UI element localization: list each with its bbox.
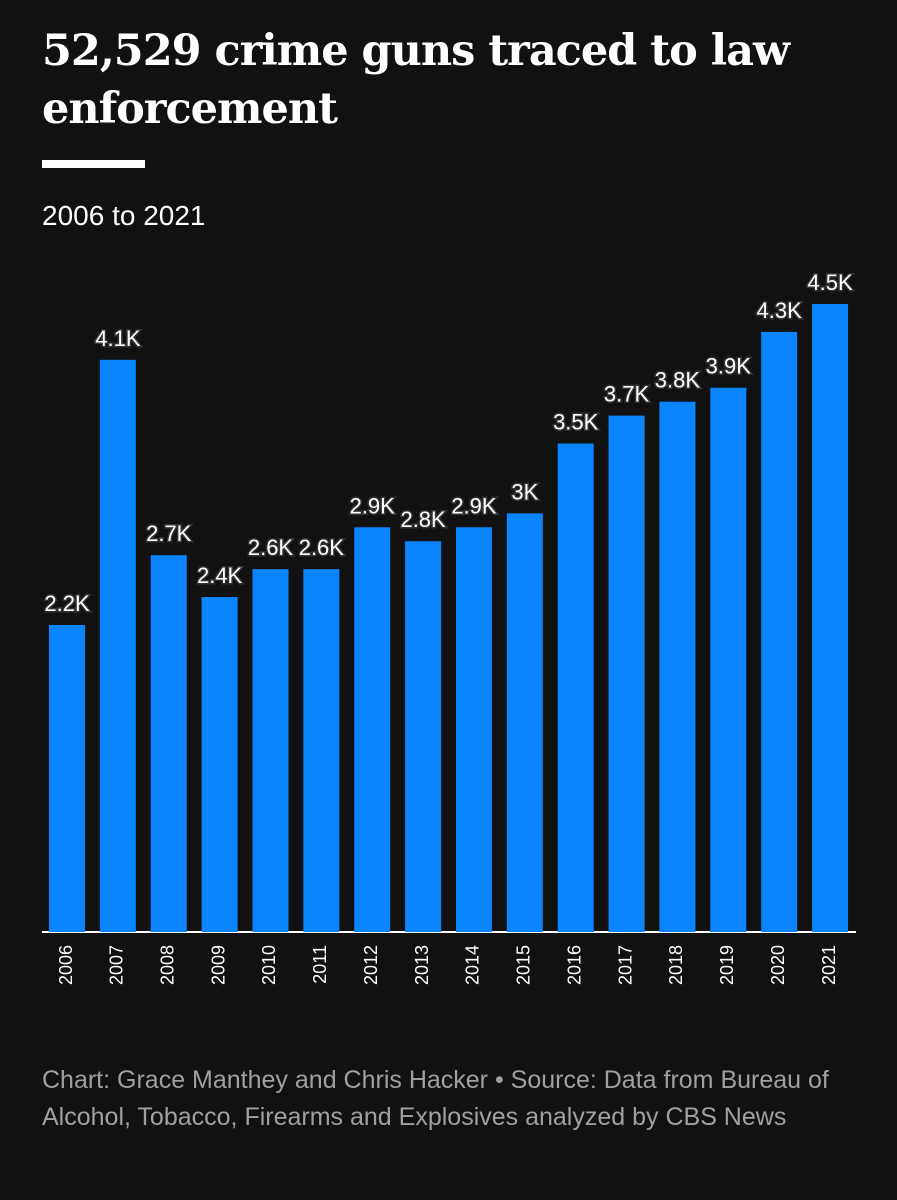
bar [557,443,594,932]
x-tick-label: 2021 [819,945,839,985]
value-label: 3.7K [604,382,650,407]
value-label: 4.1K [95,326,141,351]
bar [710,387,747,932]
title-rule [42,160,145,168]
chart-title: 52,529 crime guns traced to law enforcem… [42,26,790,134]
bar [201,597,238,932]
value-label: 2.7K [146,521,192,546]
chart-source: Chart: Grace Manthey and Chris Hacker • … [42,1066,829,1131]
value-label: 2.6K [248,535,294,560]
x-tick-label: 2017 [615,945,635,985]
bar [354,527,391,932]
value-label: 3.5K [553,410,599,435]
x-tick-label: 2011 [310,945,330,984]
value-label: 2.8K [400,507,446,532]
value-label: 2.4K [197,563,243,588]
bar [659,401,696,932]
value-label: 2.9K [350,493,396,518]
bar [506,513,543,932]
value-label: 2.2K [44,591,90,616]
value-label: 4.5K [807,270,853,295]
value-label: 2.9K [451,493,497,518]
bar [608,415,645,933]
x-tick-label: 2008 [157,945,177,985]
x-tick-label: 2007 [107,945,127,985]
x-tick-label: 2010 [259,945,279,985]
value-label: 3K [511,479,538,504]
bar [99,359,136,932]
x-tick-label: 2014 [463,945,483,985]
bar [150,555,187,932]
value-label: 4.3K [757,298,803,323]
bar [455,527,492,932]
x-tick-label: 2016 [564,945,584,985]
bar [405,541,442,932]
value-label: 2.6K [299,535,345,560]
x-tick-label: 2018 [666,945,686,985]
x-tick-label: 2020 [768,945,788,985]
x-tick-label: 2012 [361,945,381,985]
value-label: 3.8K [655,368,701,393]
value-label: 3.9K [706,354,752,379]
bar [252,569,289,932]
bar [761,331,798,932]
bar [49,624,85,932]
bar [812,304,849,932]
x-tick-label: 2006 [56,945,76,985]
x-tick-label: 2019 [717,945,737,985]
x-tick-label: 2009 [208,945,228,985]
x-tick-label: 2015 [514,945,534,985]
x-tick-label: 2013 [412,945,432,985]
bar [303,569,340,932]
chart-subtitle: 2006 to 2021 [42,200,206,231]
